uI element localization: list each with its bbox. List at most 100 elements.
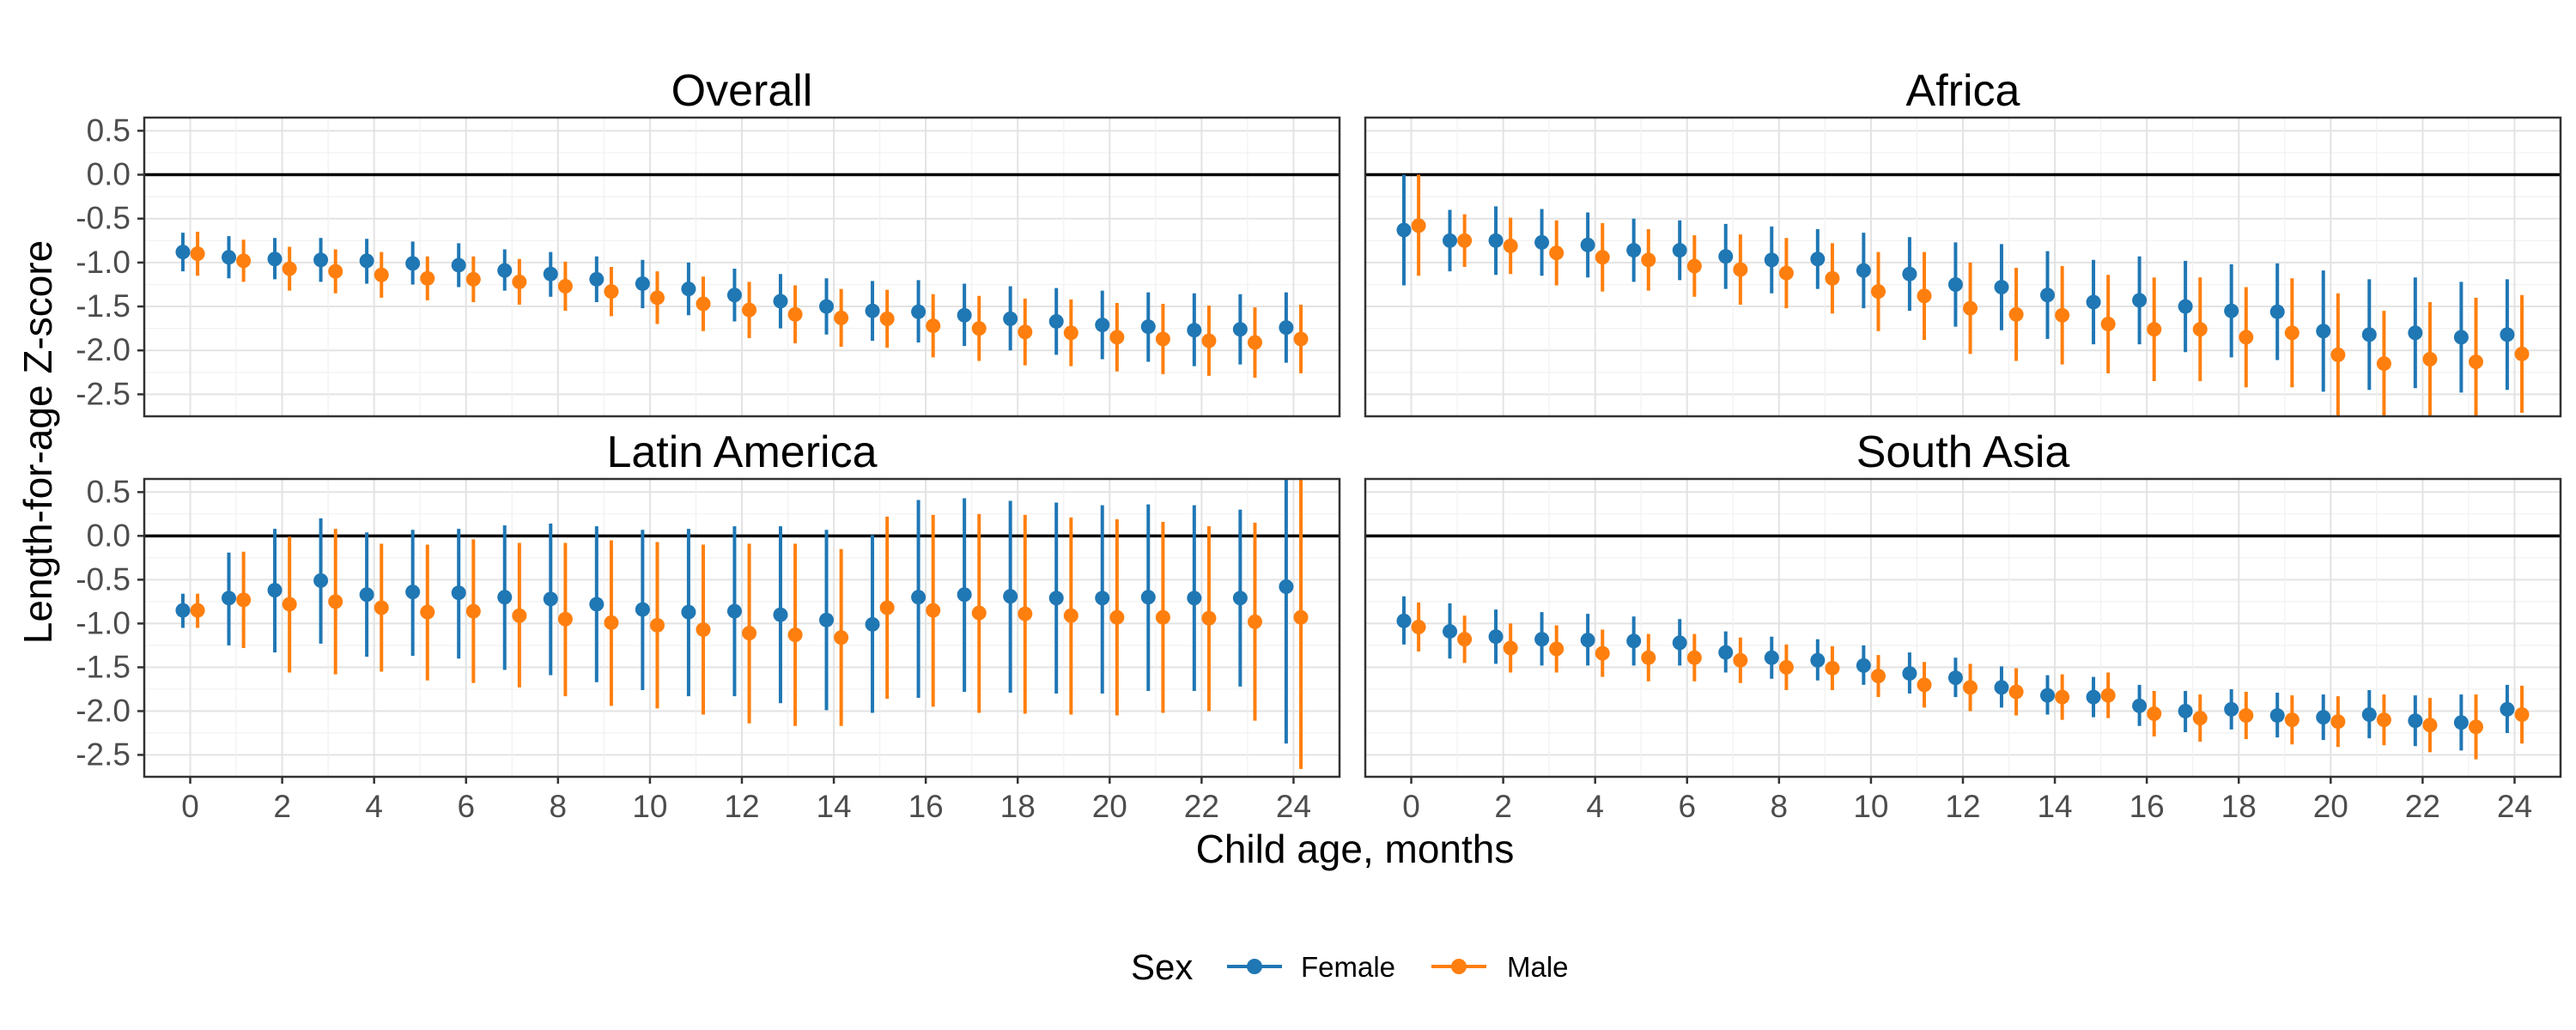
point-male-2 <box>282 597 297 612</box>
point-female-24 <box>2500 327 2515 342</box>
point-female-10 <box>1856 263 1871 278</box>
point-male-11 <box>1917 677 1932 693</box>
point-female-12 <box>726 603 742 619</box>
panel-title-overall: Overall <box>671 66 813 116</box>
point-male-0 <box>190 246 205 262</box>
x-tick-label: 18 <box>1000 789 1036 824</box>
point-male-4 <box>374 600 389 615</box>
point-female-12 <box>1947 670 1963 686</box>
x-tick-label: 14 <box>2037 789 2072 824</box>
point-male-3 <box>1549 245 1564 261</box>
point-female-13 <box>1994 680 2009 695</box>
point-female-13 <box>773 607 788 622</box>
x-tick-label: 4 <box>1586 789 1604 824</box>
x-tick-label: 20 <box>2313 789 2348 824</box>
point-female-3 <box>1534 234 1550 250</box>
point-male-17 <box>971 321 987 336</box>
gridlines <box>1365 118 2561 417</box>
point-male-1 <box>1457 632 1473 647</box>
point-male-14 <box>834 310 849 325</box>
point-male-8 <box>1778 659 1794 675</box>
x-tick-label: 22 <box>1184 789 1219 824</box>
point-male-9 <box>604 615 619 630</box>
point-male-17 <box>971 605 987 621</box>
x-tick-label: 14 <box>816 789 851 824</box>
point-male-3 <box>1549 641 1564 657</box>
point-male-6 <box>465 603 481 619</box>
point-female-11 <box>1902 266 1917 282</box>
series-male <box>1411 602 2530 760</box>
point-female-9 <box>589 597 605 612</box>
point-female-5 <box>1626 633 1642 649</box>
point-female-4 <box>1580 633 1595 648</box>
point-female-11 <box>681 282 696 297</box>
point-male-7 <box>512 608 527 623</box>
point-male-23 <box>2468 719 2483 735</box>
point-female-24 <box>1279 579 1294 595</box>
point-female-21 <box>2361 707 2377 723</box>
x-tick-label: 16 <box>2129 789 2165 824</box>
point-female-20 <box>1095 591 1110 606</box>
legend-title: Sex <box>1131 947 1193 987</box>
x-tick-label: 8 <box>550 789 568 824</box>
point-male-9 <box>1825 660 1840 676</box>
point-male-13 <box>2008 684 2024 700</box>
point-female-1 <box>1443 624 1458 639</box>
point-male-15 <box>879 311 895 326</box>
point-female-19 <box>1048 591 1064 606</box>
point-female-17 <box>957 587 972 603</box>
point-male-17 <box>2192 711 2208 726</box>
data-marks <box>1396 174 2530 416</box>
y-axis-latin-america: 0.5 0.0 -0.5 -1.0 -1.5 -2.0 -2.5 <box>76 474 144 772</box>
x-tick-label: 6 <box>457 789 475 824</box>
panel-africa: Africa <box>1364 66 2562 418</box>
point-female-6 <box>1672 635 1687 651</box>
point-female-2 <box>1488 233 1504 248</box>
point-female-2 <box>1488 629 1504 645</box>
point-male-10 <box>1870 284 1886 300</box>
point-male-5 <box>1641 252 1656 268</box>
point-male-16 <box>926 603 941 618</box>
series-female <box>175 479 1294 744</box>
point-male-15 <box>2100 317 2116 332</box>
point-female-8 <box>1764 252 1779 268</box>
x-tick-label: 24 <box>1276 789 1311 824</box>
point-female-13 <box>773 294 788 309</box>
legend-key-female <box>1227 959 1282 974</box>
point-female-5 <box>405 256 421 271</box>
point-male-16 <box>2147 322 2162 337</box>
point-female-5 <box>405 585 421 600</box>
point-female-0 <box>175 245 191 260</box>
x-tick-label: 10 <box>1853 789 1888 824</box>
point-male-11 <box>1917 288 1932 304</box>
point-male-3 <box>328 594 343 609</box>
data-marks <box>175 479 1309 769</box>
panel-latin-america: Latin America <box>143 427 1341 779</box>
point-female-10 <box>635 276 650 291</box>
point-male-24 <box>2514 346 2530 361</box>
point-female-16 <box>2132 293 2148 308</box>
gridlines <box>144 118 1340 417</box>
x-axis-latin-america: 0 2 4 6 8 10 12 14 16 18 20 22 24 <box>181 777 1311 824</box>
x-tick-label: 0 <box>181 789 199 824</box>
point-female-19 <box>2269 708 2285 724</box>
series-male <box>190 479 1309 769</box>
point-female-16 <box>911 304 927 319</box>
point-female-16 <box>2132 698 2148 713</box>
point-male-18 <box>2239 708 2254 724</box>
point-female-19 <box>1048 313 1064 329</box>
point-female-16 <box>911 590 927 605</box>
point-female-23 <box>1232 591 1248 606</box>
y-axis-title: Length-for-age Z-score <box>15 240 60 644</box>
x-tick-label: 24 <box>2497 789 2532 824</box>
point-female-23 <box>2453 330 2469 345</box>
point-male-22 <box>2422 351 2438 367</box>
x-tick-label: 12 <box>724 789 759 824</box>
x-tick-label: 20 <box>1092 789 1127 824</box>
point-male-4 <box>1595 250 1610 265</box>
point-female-18 <box>1003 589 1018 604</box>
point-female-22 <box>1187 591 1202 606</box>
series-female <box>1396 174 2515 393</box>
point-female-3 <box>1534 632 1550 647</box>
